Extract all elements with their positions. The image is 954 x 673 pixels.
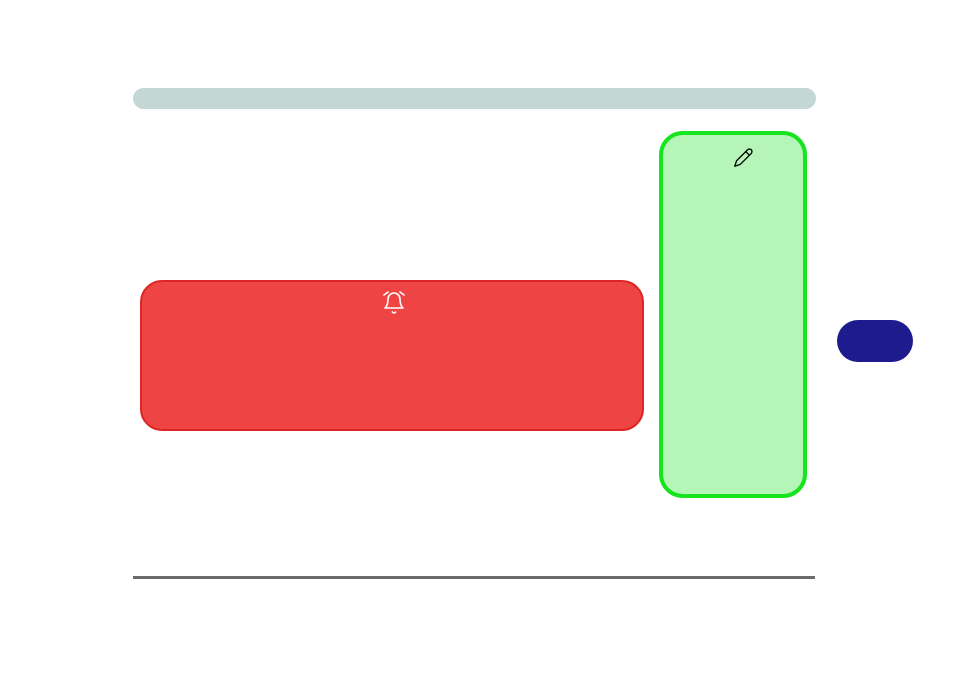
blue-pill bbox=[837, 320, 913, 362]
red-panel bbox=[140, 280, 644, 431]
green-panel bbox=[659, 131, 807, 498]
pen-icon bbox=[732, 147, 754, 169]
bottom-line bbox=[133, 576, 815, 579]
top-bar bbox=[133, 88, 816, 109]
bell-icon bbox=[382, 291, 406, 315]
